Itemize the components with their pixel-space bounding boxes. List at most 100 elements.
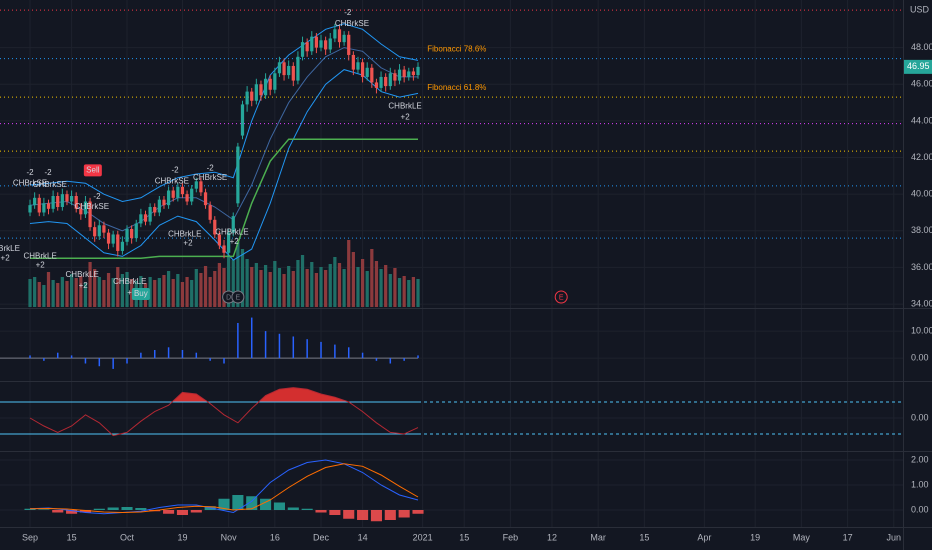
candle-body bbox=[134, 223, 138, 239]
candle-body bbox=[106, 232, 111, 244]
volume-bar bbox=[282, 274, 286, 307]
volume-bar bbox=[236, 242, 240, 307]
candle-body bbox=[102, 225, 106, 233]
volume-bar bbox=[171, 279, 175, 307]
candle-body bbox=[125, 228, 129, 242]
volume-bar bbox=[83, 283, 88, 307]
volume-bar bbox=[93, 269, 97, 307]
macd-histogram-bar bbox=[398, 510, 410, 518]
candle-body bbox=[208, 205, 212, 220]
histogram-bar bbox=[320, 341, 322, 359]
volume-bar bbox=[342, 269, 346, 307]
signal-label: +2 bbox=[36, 261, 46, 270]
candle-body bbox=[296, 56, 300, 81]
volume-bar bbox=[388, 274, 392, 307]
volume-bar bbox=[111, 278, 115, 307]
y-tick-label: 40.00 bbox=[911, 189, 932, 199]
candle-body bbox=[370, 67, 374, 83]
histogram-bar bbox=[264, 331, 267, 359]
volume-bar bbox=[374, 261, 379, 307]
signal-label: -2 bbox=[171, 165, 179, 174]
volume-bar bbox=[287, 266, 291, 307]
candle-body bbox=[365, 67, 369, 77]
macd-histogram-bar bbox=[232, 495, 244, 510]
signal-line bbox=[29, 463, 419, 514]
candle-body bbox=[240, 104, 245, 136]
candle-body bbox=[139, 214, 143, 224]
x-tick-label: 16 bbox=[270, 532, 280, 542]
candle-body bbox=[176, 186, 180, 198]
volume-bar bbox=[328, 264, 332, 307]
macd-histogram-bar bbox=[79, 510, 91, 513]
macd-histogram-bar bbox=[190, 510, 202, 513]
signal-box bbox=[83, 164, 102, 177]
candle-body bbox=[319, 40, 323, 48]
macd-line bbox=[29, 459, 419, 515]
volume-bar bbox=[199, 273, 203, 307]
macd-histogram-bar bbox=[163, 510, 175, 514]
candle-body bbox=[231, 216, 235, 233]
candle-body bbox=[411, 71, 416, 76]
candle-body bbox=[305, 42, 309, 52]
volume-bar bbox=[213, 271, 217, 307]
macd-histogram-bar bbox=[370, 510, 382, 522]
x-tick-label: 15 bbox=[639, 532, 649, 542]
histogram-bar bbox=[195, 352, 198, 359]
volume-bar bbox=[245, 259, 249, 307]
signal-label: CHBrkSE bbox=[155, 176, 189, 185]
candle-body bbox=[300, 42, 305, 57]
volume-bar bbox=[194, 269, 198, 307]
signal-label: CHBrkLE bbox=[388, 101, 421, 110]
candle-body bbox=[69, 195, 74, 202]
candle-body bbox=[397, 69, 402, 81]
histogram-bar bbox=[98, 358, 101, 367]
histogram-bar bbox=[347, 347, 350, 359]
macd-histogram-bar bbox=[66, 510, 78, 514]
y-tick-label: 42.00 bbox=[911, 152, 932, 162]
candle-body bbox=[259, 84, 263, 96]
histogram-bar bbox=[84, 358, 87, 364]
histogram-bar bbox=[403, 358, 405, 361]
candle-body bbox=[379, 76, 383, 88]
volume-bar bbox=[314, 273, 319, 307]
candle-body bbox=[65, 194, 69, 202]
candle-body bbox=[236, 146, 240, 204]
y-tick-label: 0.00 bbox=[911, 352, 929, 362]
candle-body bbox=[328, 38, 332, 50]
event-label: E bbox=[559, 294, 564, 301]
volume-bar bbox=[277, 268, 282, 307]
event-label: E bbox=[236, 294, 241, 301]
histogram-bar bbox=[417, 355, 419, 359]
macd-histogram-bar bbox=[315, 510, 327, 513]
x-tick-label: 15 bbox=[459, 532, 469, 542]
x-tick-label: May bbox=[793, 532, 811, 542]
x-tick-label: 2021 bbox=[413, 532, 433, 542]
x-tick-label: Oct bbox=[120, 532, 135, 542]
volume-bar bbox=[42, 285, 46, 307]
signal-label: CHBrkSE bbox=[335, 19, 369, 28]
candle-body bbox=[268, 78, 272, 90]
oscillator-line bbox=[29, 387, 419, 437]
volume-bar bbox=[300, 255, 305, 307]
volume-bar bbox=[148, 277, 152, 307]
candle-body bbox=[42, 203, 46, 213]
histogram-bar bbox=[250, 317, 253, 359]
volume-bar bbox=[365, 271, 369, 307]
volume-bar bbox=[250, 267, 254, 307]
volume-bar bbox=[180, 282, 185, 307]
candle-body bbox=[217, 234, 222, 246]
signal-label: +2 bbox=[401, 112, 411, 121]
volume-bar bbox=[263, 265, 268, 307]
event-label: D bbox=[226, 294, 231, 301]
candle-body bbox=[324, 40, 328, 50]
volume-bar bbox=[88, 262, 92, 307]
candle-body bbox=[416, 66, 420, 76]
candle-body bbox=[351, 54, 355, 70]
x-tick-label: Feb bbox=[503, 532, 519, 542]
signal-label: CHBrkSE bbox=[13, 178, 47, 187]
volume-bar bbox=[106, 273, 111, 307]
candle-body bbox=[360, 62, 365, 77]
event-marker bbox=[231, 290, 245, 304]
volume-bar bbox=[79, 276, 83, 307]
